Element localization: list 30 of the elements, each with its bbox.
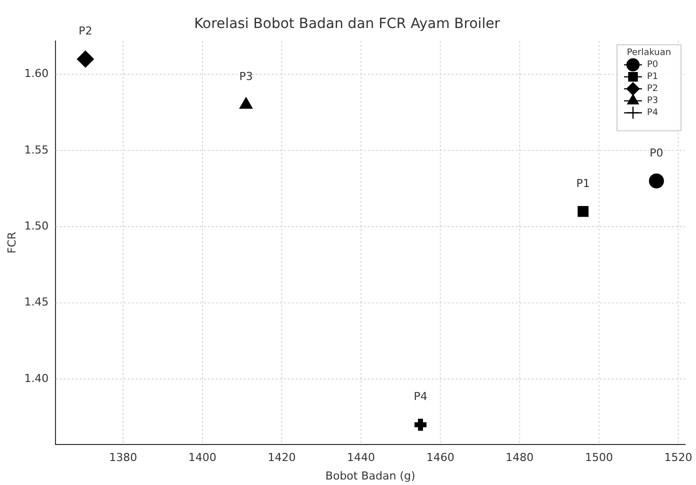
y-tick-label: 1.50 <box>24 220 49 233</box>
y-axis-title: FCR <box>5 232 18 254</box>
y-tick-label: 1.45 <box>24 296 49 309</box>
x-tick-label: 1460 <box>426 451 454 464</box>
x-tick-label: 1480 <box>506 451 534 464</box>
legend-label: P2 <box>647 84 658 94</box>
text: P4 <box>414 390 428 404</box>
chart-title: Korelasi Bobot Badan dan FCR Ayam Broiler <box>194 16 500 32</box>
y-tick-label: 1.40 <box>24 372 49 385</box>
text: P2 <box>78 24 92 38</box>
point <box>578 206 589 217</box>
point <box>648 173 664 188</box>
y-tick-label: 1.60 <box>24 67 49 80</box>
legend-title: Perlakuan <box>626 48 672 58</box>
text: P0 <box>650 146 664 160</box>
legend-label: P1 <box>647 72 658 82</box>
legend-label: P4 <box>647 108 658 118</box>
x-tick-label: 1380 <box>109 451 138 464</box>
x-tick-label: 1400 <box>188 451 216 464</box>
text: P3 <box>239 70 253 84</box>
legend-label: P0 <box>647 60 658 70</box>
y-tick-label: 1.55 <box>24 143 49 156</box>
x-tick-label: 1500 <box>584 451 613 464</box>
x-tick-label: 1420 <box>268 451 296 464</box>
legend-label: P3 <box>647 96 658 106</box>
x-axis-title: Bobot Badan (g) <box>325 469 416 482</box>
point <box>76 50 94 68</box>
x-tick-label: 1520 <box>664 451 692 464</box>
text: P1 <box>576 176 590 190</box>
x-tick-label: 1440 <box>347 451 376 464</box>
